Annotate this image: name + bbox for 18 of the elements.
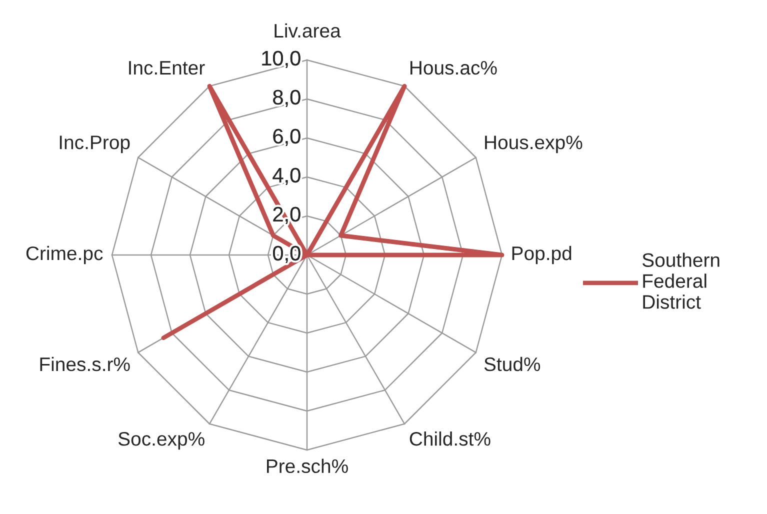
spoke-label: Pre.sch% (266, 458, 348, 474)
spoke-label: Pop.pd (512, 246, 572, 264)
spoke-label: Stud% (484, 356, 540, 372)
spoke-label: Liv.area (274, 23, 341, 38)
y-tick-label: 8,0 (273, 90, 300, 108)
y-tick-label: 6,0 (273, 128, 300, 146)
spoke-label: Crime.pc (26, 246, 103, 264)
spoke-label: Child.st% (410, 431, 490, 446)
spoke-label: Inc.Prop (60, 136, 130, 154)
spoke-label: Fines.s.r% (40, 356, 130, 372)
y-tick-label: 0,0 (273, 246, 300, 264)
y-tick-label: 10,0 (262, 50, 300, 68)
spoke-label: Hous.exp% (485, 136, 582, 154)
spoke-label: Hous.ac% (410, 61, 497, 75)
spoke-label: Soc.exp% (118, 432, 204, 450)
y-tick-label: 4,0 (272, 168, 300, 186)
spoke-label: Inc.Enter (129, 61, 205, 75)
legend-label: Southern Federal District (642, 252, 720, 309)
